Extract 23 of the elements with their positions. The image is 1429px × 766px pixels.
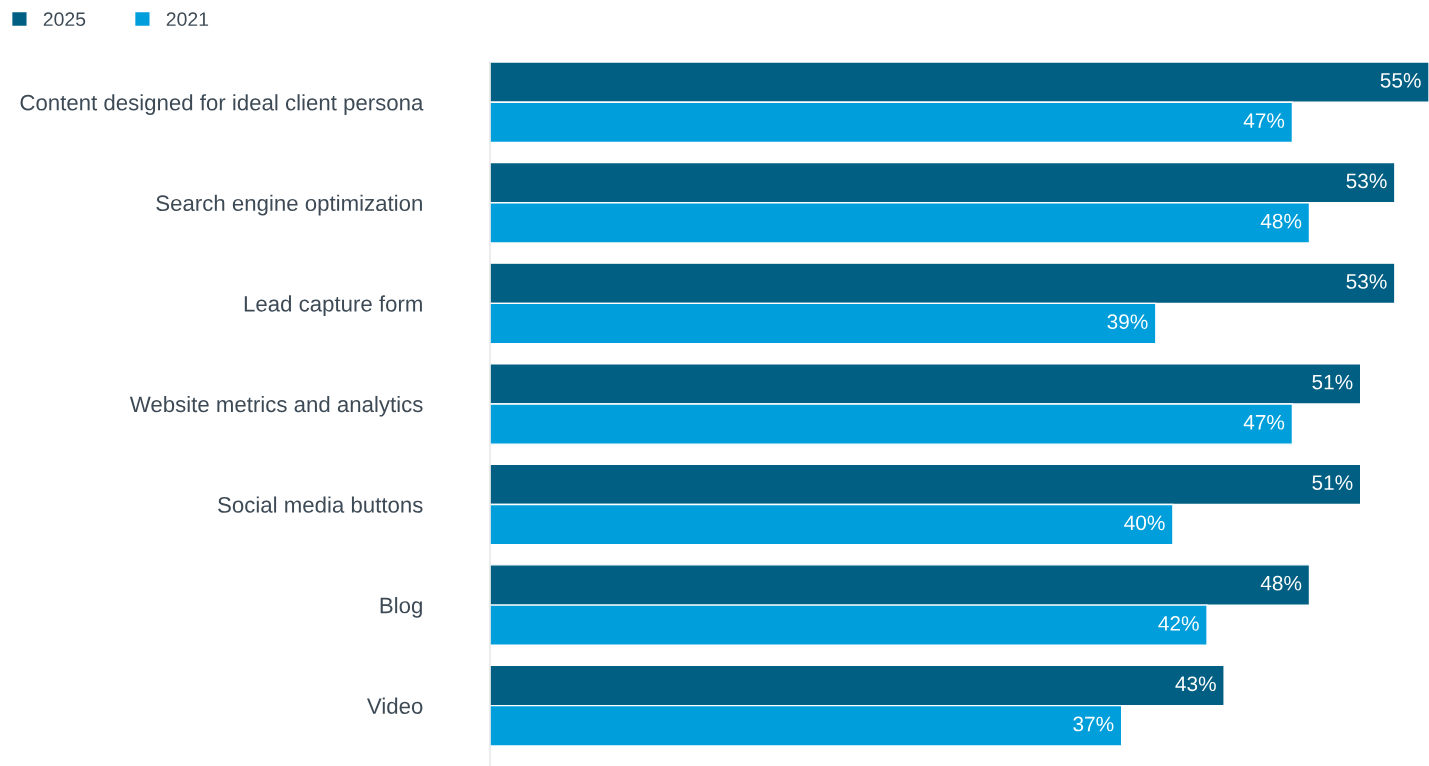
data-label: 43% — [1175, 676, 1216, 692]
y-tick-label: Video — [366, 697, 423, 714]
data-label: 48% — [1260, 213, 1302, 229]
data-label: 47% — [1243, 113, 1285, 128]
legend-label: 2021 — [166, 12, 209, 27]
data-label: 37% — [1073, 716, 1114, 732]
data-label: 51% — [1312, 475, 1353, 490]
data-label: 48% — [1260, 575, 1302, 591]
data-label: 47% — [1243, 414, 1285, 430]
y-tick-label: Blog — [380, 597, 422, 618]
y-tick-label: Search engine optimization — [156, 194, 422, 216]
y-tick-label: Social media buttons — [218, 496, 423, 513]
y-tick-label: Content designed for ideal client persona — [20, 94, 424, 115]
data-label: 39% — [1107, 314, 1148, 330]
data-label: 51% — [1312, 374, 1353, 390]
legend-label: 2025 — [43, 12, 86, 27]
y-tick-label: Lead capture form — [244, 295, 422, 317]
data-label: 53% — [1346, 274, 1387, 289]
data-label: 40% — [1124, 515, 1165, 531]
data-label: 42% — [1158, 616, 1199, 631]
data-label: 53% — [1346, 173, 1387, 189]
y-tick-label: Website metrics and analytics — [129, 395, 423, 417]
data-label: 55% — [1380, 73, 1421, 88]
